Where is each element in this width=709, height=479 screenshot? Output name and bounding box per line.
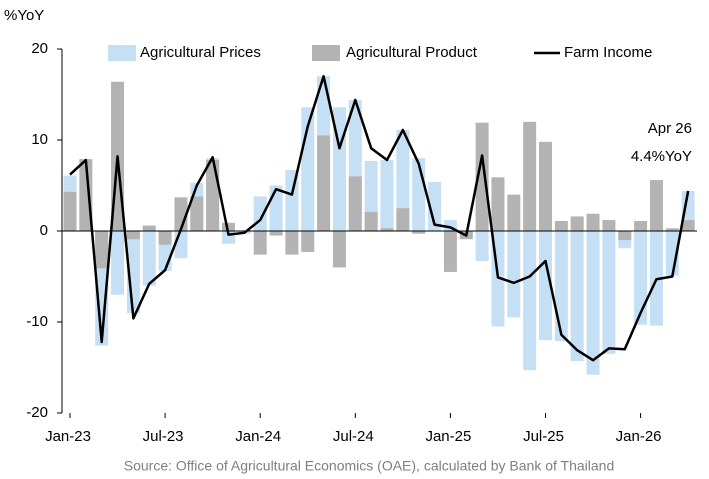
bar	[142, 231, 156, 286]
bar	[491, 177, 505, 231]
legend-swatch	[108, 45, 136, 61]
bar	[554, 231, 568, 342]
bar	[428, 181, 442, 231]
bar	[634, 220, 648, 231]
legend-label: Agricultural Prices	[140, 44, 261, 61]
bar	[570, 216, 584, 231]
legend-label: Farm Income	[564, 44, 652, 61]
bar	[190, 196, 204, 231]
bar	[380, 228, 394, 231]
source: Source: Office of Agricultural Economics…	[124, 458, 615, 474]
bar	[634, 231, 648, 325]
x-tick-label: Jan-26	[616, 428, 662, 445]
bar	[507, 231, 521, 318]
bar	[539, 231, 552, 341]
line	[69, 75, 690, 362]
bar	[475, 231, 489, 262]
y-tick-label: -20	[26, 404, 48, 421]
x-tick-label: Jan-23	[45, 428, 91, 445]
bar	[63, 191, 77, 231]
y-tick-label: 20	[31, 40, 48, 57]
y-axis-label: %YoY	[4, 7, 44, 24]
annotation: 4.4%YoY	[631, 148, 692, 165]
bar	[570, 231, 584, 362]
bar	[317, 135, 331, 231]
bar	[348, 176, 362, 231]
bar	[380, 160, 394, 231]
bar	[126, 231, 140, 240]
bar	[649, 180, 663, 231]
bar	[602, 231, 616, 354]
bar	[253, 231, 267, 255]
bar	[222, 222, 235, 231]
bar	[665, 228, 679, 231]
bar	[332, 231, 346, 268]
y-tick-label: 0	[40, 222, 48, 239]
annotation: Apr 26	[648, 120, 692, 137]
bar	[142, 225, 156, 231]
bar	[206, 160, 220, 231]
x-tick-label: Jan-24	[235, 428, 281, 445]
bar	[523, 231, 537, 371]
bar	[269, 185, 283, 231]
x-tick-label: Jul-25	[523, 428, 564, 445]
x-tick-label: Jul-23	[143, 428, 184, 445]
y-tick-label: -10	[26, 313, 48, 330]
x-tick-label: Jul-24	[333, 428, 374, 445]
legend-swatch	[312, 45, 340, 61]
bar	[285, 231, 299, 255]
bar	[586, 213, 600, 231]
bar	[507, 194, 521, 231]
bar	[79, 159, 93, 231]
y-tick-label: 10	[31, 131, 48, 148]
bar	[554, 220, 568, 231]
bar	[475, 122, 489, 231]
bar	[602, 220, 616, 231]
bar	[443, 231, 457, 272]
bar	[412, 231, 426, 234]
bar	[523, 121, 537, 231]
bar	[618, 231, 632, 241]
bar	[174, 231, 188, 259]
bar	[269, 231, 283, 236]
bar	[95, 231, 109, 269]
legend-label: Agricultural Product	[346, 44, 478, 61]
bar	[301, 231, 315, 252]
bar	[681, 220, 695, 231]
bar	[539, 141, 552, 231]
bar	[396, 208, 410, 231]
bar	[412, 158, 426, 231]
bar	[396, 129, 410, 231]
bar	[586, 231, 600, 375]
bar	[158, 231, 172, 245]
bar	[111, 231, 125, 295]
x-tick-label: Jan-25	[425, 428, 471, 445]
bar	[443, 220, 457, 231]
bar	[364, 211, 378, 231]
